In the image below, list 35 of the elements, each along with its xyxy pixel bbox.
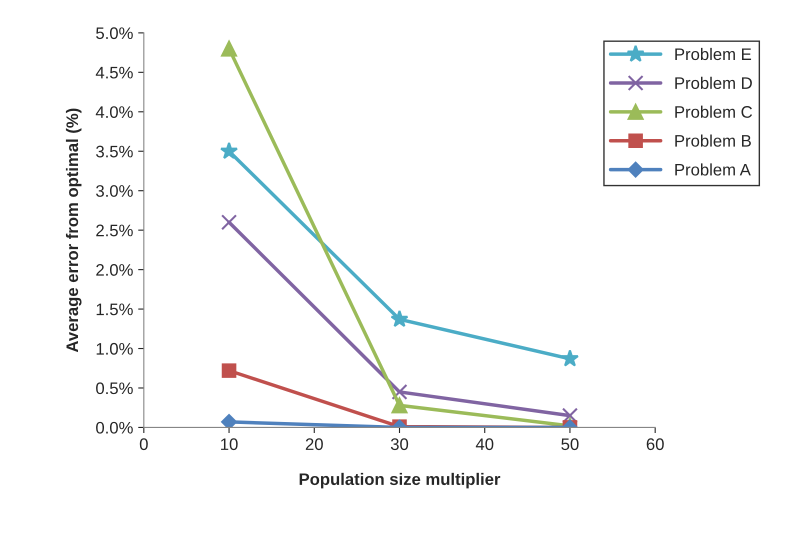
y-tick-label: 0.5%	[96, 382, 133, 394]
point	[562, 408, 578, 424]
x-tick-label: 30	[390, 438, 408, 450]
x-tick-label: 40	[476, 438, 494, 450]
point	[221, 40, 238, 57]
y-tick-label: 3.0%	[96, 185, 133, 197]
y-tick-label: 0.0%	[96, 422, 133, 434]
x-tick-label: 10	[221, 438, 238, 450]
point	[390, 310, 408, 328]
point	[560, 349, 579, 367]
x-tick-label: 60	[646, 438, 664, 450]
point	[221, 214, 238, 230]
legend-label: Problem E	[675, 48, 752, 60]
x-tick-label: 0	[140, 438, 148, 450]
point	[392, 384, 408, 400]
y-tick-label: 4.0%	[96, 106, 133, 118]
x-tick-label: 20	[306, 438, 323, 450]
point	[221, 414, 237, 428]
y-tick-label: 2.0%	[96, 264, 133, 276]
y-tick-label: 1.5%	[96, 304, 133, 316]
y-tick-label: 5.0%	[96, 27, 133, 40]
y-tick-label: 2.5%	[96, 224, 133, 236]
y-axis-title: Average error from optimal (%)	[66, 108, 82, 352]
y-tick-label: 3.5%	[96, 146, 133, 158]
point	[222, 363, 236, 378]
x-axis-title: Population size multiplier	[300, 472, 500, 488]
point	[392, 397, 408, 414]
point	[220, 142, 238, 160]
legend-label: Problem D	[675, 76, 752, 89]
y-tick-label: 4.5%	[96, 66, 133, 79]
legend-label: Problem C	[675, 106, 752, 118]
y-tick-label: 1.0%	[96, 342, 133, 355]
legend-label: Problem B	[675, 134, 751, 147]
legend-label: Problem A	[675, 163, 751, 176]
x-tick-label: 50	[561, 438, 579, 450]
